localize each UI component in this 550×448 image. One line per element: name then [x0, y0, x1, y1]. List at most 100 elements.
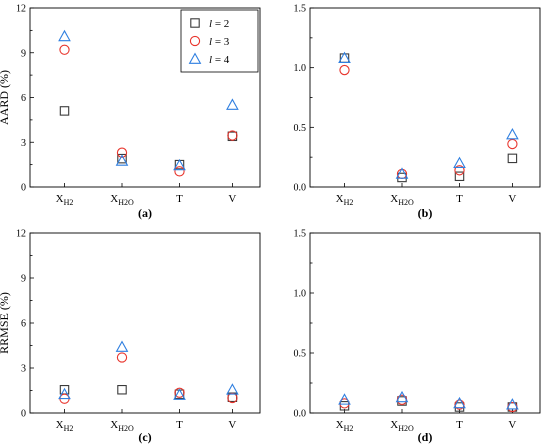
y-tick-label: 6: [21, 319, 26, 330]
legend-marker: [189, 35, 201, 47]
data-point: [59, 44, 70, 55]
legend-marker: [190, 18, 200, 28]
data-point: [338, 51, 351, 63]
y-tick-label: 0.5: [294, 123, 307, 134]
x-tick-label: T: [176, 193, 183, 205]
y-tick-label: 0.0: [294, 409, 307, 420]
chart-panel-c: 0 3 6 9 12 XH2 XH2O T V RRMSE (%) (c): [0, 229, 261, 444]
data-point: [227, 130, 238, 141]
data-point: [507, 153, 518, 164]
data-point: [116, 147, 128, 158]
data-point: [453, 156, 466, 169]
x-tick-label: T: [176, 419, 183, 431]
data-point: [58, 387, 71, 400]
x-tick-label: V: [508, 419, 516, 431]
data-point: [226, 98, 239, 110]
data-point: [454, 171, 465, 182]
data-point: [453, 396, 466, 409]
x-tick-label: XH2O: [110, 419, 134, 433]
y-tick-label: 3: [21, 364, 26, 375]
data-point: [117, 384, 127, 395]
chart-panel-d: 0.0 0.5 1.0 1.5 XH2 XH2O T V (d): [294, 229, 541, 444]
series-l-2: [59, 384, 238, 402]
x-tick-label: XH2: [336, 419, 354, 433]
legend: l = 2 l = 3 l = 4: [180, 9, 259, 73]
y-tick-label: 0.5: [294, 349, 307, 360]
series-l-4: [338, 51, 519, 179]
y-tick-label: 12: [16, 229, 26, 240]
y-tick-label: 12: [16, 4, 26, 15]
y-tick-label: 3: [21, 138, 26, 149]
panel-label: (d): [418, 430, 433, 444]
y-tick-label: 9: [21, 274, 26, 285]
x-tick-label: V: [228, 193, 236, 205]
chart-panel-b: 0.0 0.5 1.0 1.5 XH2 XH2O T V (b): [294, 4, 541, 220]
legend-box: [180, 9, 259, 73]
series-l-3: [339, 64, 518, 180]
series-l-3: [339, 394, 518, 413]
y-tick-label: 9: [21, 48, 26, 59]
data-point: [174, 166, 185, 177]
panel-label: (c): [138, 430, 151, 444]
series-l-2: [339, 53, 518, 183]
data-point: [227, 392, 238, 404]
legend-label: l = 3: [209, 36, 230, 48]
data-point: [454, 165, 465, 176]
x-tick-label: V: [228, 419, 236, 431]
y-tick-label: 0: [21, 409, 26, 420]
y-tick-label: 1.0: [294, 63, 307, 74]
y-tick-label: 1.0: [294, 289, 307, 300]
x-tick-label: XH2: [56, 419, 74, 433]
data-point: [339, 401, 350, 411]
data-point: [115, 154, 129, 166]
plot-frame: [309, 7, 541, 188]
panel-label: (a): [138, 206, 152, 220]
y-tick-label: 1.5: [294, 229, 307, 240]
series-l-4: [58, 340, 239, 400]
series-l-3: [59, 44, 238, 177]
data-point: [59, 106, 70, 116]
x-tick-label: T: [456, 193, 463, 205]
data-point: [173, 388, 186, 400]
x-tick-label: T: [456, 419, 463, 431]
panel-label: (b): [418, 206, 433, 220]
data-point: [115, 340, 129, 352]
data-point: [397, 172, 407, 183]
data-point: [116, 352, 128, 363]
x-tick-label: V: [508, 193, 516, 205]
data-point: [174, 387, 185, 398]
data-point: [506, 398, 519, 410]
series-l-4: [338, 390, 519, 410]
data-point: [454, 399, 465, 410]
x-tick-label: XH2O: [390, 419, 414, 433]
series-l-2: [339, 396, 518, 412]
series-l-4: [58, 29, 239, 171]
y-axis-label: AARD (%): [0, 70, 11, 125]
y-tick-label: 0: [21, 183, 26, 194]
x-tick-label: XH2O: [390, 193, 414, 207]
data-point: [339, 64, 350, 76]
data-point: [338, 393, 351, 405]
legend-label: l = 4: [209, 54, 230, 66]
x-tick-label: XH2: [336, 193, 354, 207]
series-l-3: [59, 352, 238, 404]
x-tick-label: XH2: [56, 193, 74, 207]
y-tick-label: 6: [21, 93, 26, 104]
y-tick-label: 0.0: [294, 183, 307, 194]
y-tick-label: 1.5: [294, 4, 307, 15]
data-point: [507, 138, 518, 150]
data-point: [173, 158, 186, 171]
data-point: [226, 383, 239, 395]
y-axis-label: RRMSE (%): [0, 292, 11, 354]
data-point: [395, 167, 409, 179]
legend-label: l = 2: [209, 18, 229, 30]
data-point: [58, 29, 71, 42]
data-point: [395, 390, 409, 403]
x-tick-label: XH2O: [110, 193, 134, 207]
series-l-2: [59, 106, 238, 170]
plot-frame: [309, 232, 541, 414]
data-point: [506, 127, 519, 140]
legend-marker: [188, 52, 202, 64]
